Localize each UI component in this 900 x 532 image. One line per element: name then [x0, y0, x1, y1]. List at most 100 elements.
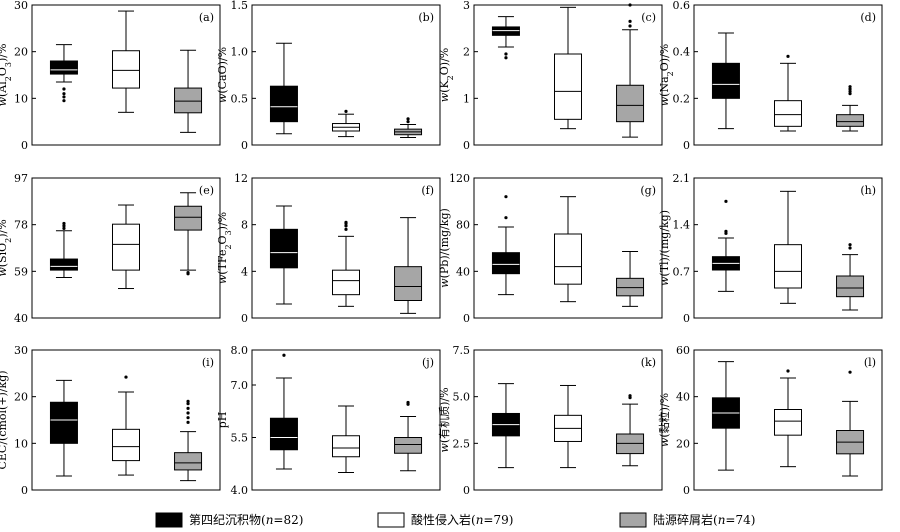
legend-label-part: n: [718, 513, 726, 527]
y-axis-label-part: 2: [224, 244, 233, 249]
y-tick-label: 1.5: [231, 0, 249, 12]
y-axis-label-part: O)/%: [438, 48, 451, 75]
box-element: [332, 405, 360, 473]
iqr-box: [112, 428, 140, 462]
outlier-point: [62, 224, 66, 228]
box-element: [174, 192, 203, 276]
box-element: [174, 49, 203, 133]
y-tick-label: 3: [463, 0, 470, 12]
y-axis-label-part: O)/%: [658, 44, 671, 71]
y-axis-label-part: )/%: [216, 212, 229, 230]
iqr-box: [49, 60, 78, 75]
outlier-point: [848, 243, 852, 247]
y-tick-label: 40: [676, 391, 690, 404]
iqr-box: [332, 435, 360, 458]
y-tick-label: 5.5: [231, 432, 249, 445]
outlier-point: [62, 95, 66, 99]
iqr-box: [174, 87, 203, 114]
plot-frame: [31, 349, 221, 491]
chart-panel: 0 0.5 1.0 1.5 (b) w(CaO)/%: [216, 0, 441, 152]
outlier-point: [186, 416, 190, 420]
box-element: [332, 109, 360, 138]
y-tick-label: 0: [21, 139, 28, 152]
outlier-point: [848, 246, 852, 250]
y-tick-label: 12: [234, 172, 248, 185]
outlier-point: [344, 109, 348, 113]
box-element: [491, 383, 520, 469]
y-axis-label-part: (Pb)/(mg/kg): [438, 208, 451, 278]
y-axis-label-part: (有机质)/%: [437, 387, 451, 443]
outlier-point: [406, 117, 410, 121]
y-axis-label: w(Na2O)/%: [658, 44, 675, 106]
y-tick-label: 2.1: [673, 172, 691, 185]
box-element: [49, 379, 78, 477]
box-element: [774, 369, 802, 468]
y-tick-label: 0: [241, 139, 248, 152]
box-element: [269, 205, 298, 305]
y-tick-label: 1.0: [231, 46, 249, 59]
box-element: [616, 3, 645, 138]
y-tick-label: 78: [14, 219, 28, 232]
y-axis-label: CEC/(cmol(+)/kg): [0, 370, 9, 469]
iqr-box: [49, 401, 78, 444]
outlier-point: [282, 353, 286, 357]
y-axis-label-part: (TFe: [216, 250, 229, 275]
legend-label-part: =82): [273, 513, 303, 527]
iqr-box: [174, 452, 203, 471]
plot-frame: [473, 4, 663, 146]
legend-label: 陆源碎屑岩(n=74): [653, 512, 755, 527]
iqr-box: [174, 205, 203, 231]
y-axis-label-part: w: [0, 267, 9, 277]
outlier-point: [124, 375, 128, 379]
y-axis-label-part: pH: [216, 412, 229, 429]
plot-frame: [693, 4, 883, 146]
outlier-point: [186, 399, 190, 403]
outlier-point: [186, 270, 190, 275]
y-tick-label: 4.0: [231, 484, 249, 497]
y-axis-label-part: (黏粒)/%: [657, 393, 671, 438]
outlier-point: [504, 216, 508, 220]
box-element: [332, 220, 360, 307]
y-axis-label-part: (Tl)/(mg/kg): [658, 210, 671, 277]
y-tick-label: 7.5: [453, 344, 471, 357]
y-tick-label: 10: [14, 437, 28, 450]
y-axis-label: w(K2O)/%: [438, 48, 455, 103]
outlier-point: [186, 402, 190, 406]
y-tick-label: 97: [14, 172, 28, 185]
plot-frame: [473, 349, 663, 491]
y-axis-label-part: (K: [438, 80, 451, 93]
y-axis-label-part: )/%: [0, 44, 9, 62]
y-axis-label-part: 3: [4, 62, 13, 67]
iqr-box: [112, 223, 140, 271]
y-tick-label: 60: [676, 344, 690, 357]
box-element: [491, 16, 520, 60]
chart-panel: 0 40 80 120 (g) w(Pb)/(mg/kg): [438, 172, 663, 325]
legend-label: 第四纪沉积物(n=82): [189, 513, 303, 527]
y-tick-label: 0: [463, 139, 470, 152]
outlier-point: [504, 56, 508, 60]
y-axis-label: pH: [216, 412, 229, 429]
outlier-point: [504, 52, 508, 56]
outlier-point: [186, 411, 190, 415]
panel-label: (d): [860, 11, 876, 24]
y-tick-label: 8: [241, 219, 248, 232]
panel-label: (a): [199, 11, 214, 24]
outlier-point: [628, 394, 632, 398]
outlier-point: [406, 120, 410, 124]
y-axis-label-part: w: [658, 276, 671, 286]
y-axis-label-part: 3: [224, 230, 233, 235]
outlier-point: [504, 195, 508, 199]
iqr-box: [49, 258, 78, 271]
legend-label-part: 陆源碎屑岩(: [653, 512, 718, 527]
iqr-box: [269, 417, 298, 451]
y-tick-label: 0: [241, 312, 248, 325]
y-axis-label-part: w: [438, 92, 451, 102]
y-tick-label: 0: [463, 312, 470, 325]
y-axis-label: w(Tl)/(mg/kg): [658, 210, 671, 286]
y-tick-label: 10: [14, 92, 28, 105]
panel-label: (b): [418, 11, 434, 24]
box-element: [49, 221, 78, 278]
y-tick-label: 5.0: [453, 391, 471, 404]
y-axis-label-part: 2: [446, 75, 455, 80]
